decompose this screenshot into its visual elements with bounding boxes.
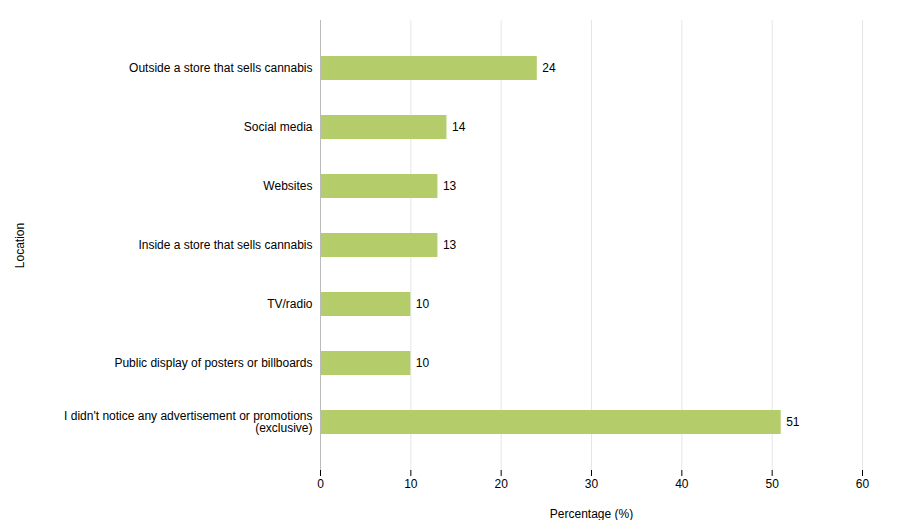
- svg-text:30: 30: [585, 477, 599, 491]
- svg-text:60: 60: [856, 477, 870, 491]
- svg-text:Public display of posters or b: Public display of posters or billboards: [114, 356, 312, 370]
- svg-text:10: 10: [416, 356, 430, 370]
- svg-text:24: 24: [542, 61, 556, 75]
- svg-text:Websites: Websites: [263, 179, 312, 193]
- svg-text:Outside a store that sells can: Outside a store that sells cannabis: [129, 61, 312, 75]
- svg-text:20: 20: [494, 477, 508, 491]
- svg-text:I didn't notice any advertisem: I didn't notice any advertisement or pro…: [64, 409, 312, 435]
- svg-text:10: 10: [404, 477, 418, 491]
- svg-text:Inside a store that sells cann: Inside a store that sells cannabis: [138, 238, 312, 252]
- svg-text:13: 13: [443, 179, 457, 193]
- svg-text:14: 14: [452, 120, 466, 134]
- svg-text:13: 13: [443, 238, 457, 252]
- svg-text:Location: Location: [13, 223, 27, 268]
- svg-text:Social media: Social media: [244, 120, 313, 134]
- svg-text:40: 40: [675, 477, 689, 491]
- svg-text:10: 10: [416, 297, 430, 311]
- svg-text:50: 50: [765, 477, 779, 491]
- svg-text:TV/radio: TV/radio: [267, 297, 313, 311]
- svg-text:0: 0: [317, 477, 324, 491]
- svg-text:51: 51: [786, 415, 800, 429]
- svg-text:Percentage (%): Percentage (%): [550, 507, 633, 521]
